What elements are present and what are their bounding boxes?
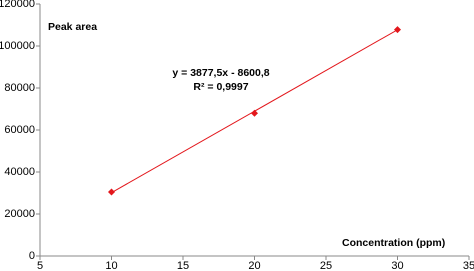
r-squared: R² = 0,9997 — [193, 81, 248, 93]
y-tick-label: 60000 — [4, 124, 35, 136]
y-tick-label: 80000 — [4, 82, 35, 94]
x-tick-label: 10 — [105, 260, 117, 271]
x-tick-label: 35 — [463, 260, 474, 271]
x-tick-label: 25 — [320, 260, 332, 271]
y-tick-label: 120000 — [0, 0, 35, 10]
y-tick-label: 0 — [29, 250, 35, 262]
x-axis-label: Concentration (ppm) — [342, 237, 445, 249]
point — [394, 26, 401, 34]
point — [108, 188, 115, 196]
equation: y = 3877,5x - 8600,8 — [172, 67, 269, 79]
x-tick-label: 30 — [391, 260, 403, 271]
y-axis-label: Peak area — [48, 21, 97, 33]
y-tick-label: 100000 — [0, 40, 35, 52]
y-tick-label: 20000 — [4, 208, 35, 220]
x-tick-label: 15 — [177, 260, 189, 271]
y-tick-label: 40000 — [4, 166, 35, 178]
x-tick-label: 5 — [37, 260, 43, 271]
point — [251, 109, 258, 117]
x-tick-label: 20 — [248, 260, 260, 271]
